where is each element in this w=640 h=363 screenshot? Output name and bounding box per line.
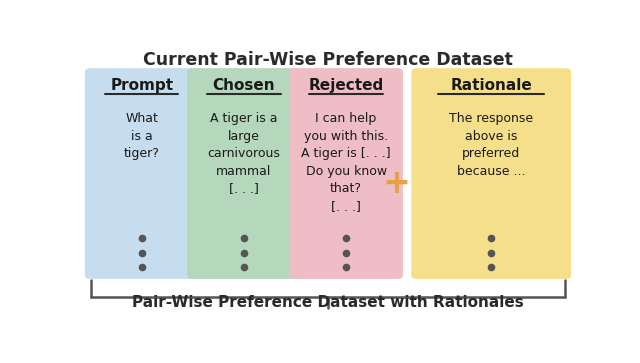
- Text: A tiger is a
large
carnivorous
mammal
[. . .]: A tiger is a large carnivorous mammal [.…: [207, 112, 280, 195]
- Text: I can help
you with this.
A tiger is [. . .]
Do you know
that?
[. . .]: I can help you with this. A tiger is [. …: [301, 112, 391, 213]
- FancyBboxPatch shape: [85, 68, 198, 279]
- FancyBboxPatch shape: [289, 68, 403, 279]
- Text: Rejected: Rejected: [308, 78, 384, 94]
- Text: What
is a
tiger?: What is a tiger?: [124, 112, 160, 160]
- Text: Pair-Wise Preference Dataset with Rationales: Pair-Wise Preference Dataset with Ration…: [132, 295, 524, 310]
- FancyBboxPatch shape: [187, 68, 301, 279]
- Text: Current Pair-Wise Preference Dataset: Current Pair-Wise Preference Dataset: [143, 50, 513, 69]
- FancyBboxPatch shape: [412, 68, 571, 279]
- Text: Chosen: Chosen: [212, 78, 275, 94]
- Text: The response
above is
preferred
because ...: The response above is preferred because …: [449, 112, 533, 178]
- Text: Rationale: Rationale: [451, 78, 532, 94]
- Text: Prompt: Prompt: [110, 78, 173, 94]
- Text: +: +: [383, 167, 410, 200]
